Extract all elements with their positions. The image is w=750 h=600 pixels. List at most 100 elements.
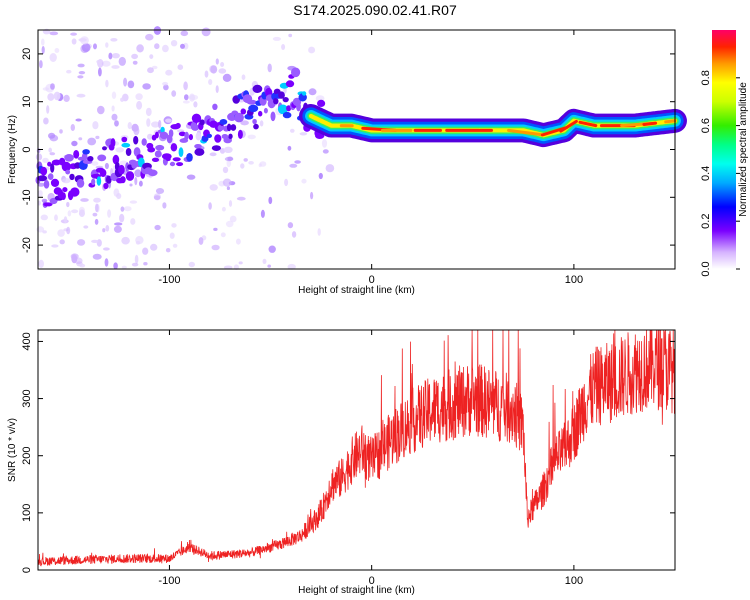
spectrogram-speckle (171, 90, 177, 97)
spectrogram-ridge-blob (263, 107, 268, 114)
spectrogram-band-core (559, 119, 578, 133)
spectrogram-speckle (308, 88, 317, 96)
spectrogram-speckle (132, 60, 138, 65)
spectrogram-speckle (281, 44, 286, 50)
spectrogram-speckle (123, 77, 128, 87)
spectrogram-speckle (248, 161, 254, 165)
spectrogram-band-core (664, 119, 677, 124)
spectrogram-speckle (67, 210, 72, 217)
spectrogram-speckle (283, 87, 287, 94)
spectrogram-speckle (113, 262, 118, 270)
snr-ytick-label: 200 (21, 447, 33, 465)
snr-xtick-label: 100 (565, 575, 583, 587)
spectrogram-speckle (57, 229, 65, 237)
spectrogram-speckle (38, 190, 43, 198)
colorbar-tick-label: 0.6 (700, 118, 712, 133)
spectrogram-ridge-blob (61, 161, 71, 172)
spectrogram-speckle (288, 33, 293, 38)
spectrogram-speckle (103, 247, 110, 251)
spectrogram-ridge-blob (291, 67, 301, 78)
spectrogram-speckle (210, 65, 218, 74)
spectrogram-speckle (223, 146, 233, 153)
spectrogram-ridge-blob (178, 147, 184, 158)
spectrogram-ridge-blob (277, 104, 288, 115)
spectrogram-ridge-blob (155, 144, 165, 151)
spectrogram-speckle (215, 85, 219, 93)
snr-xlabel: Height of straight line (km) (298, 585, 415, 596)
spectrogram-plot-area (38, 30, 675, 269)
colorbar-tick-label: 0.4 (700, 166, 712, 181)
spectrogram-ridge-blob (248, 104, 259, 113)
spectrogram-ridge-blob (219, 119, 228, 125)
spectrogram-ridge-blob (102, 146, 107, 151)
spectrogram-speckle (42, 157, 49, 163)
spectrogram-ridge-blob (176, 162, 184, 167)
spectrogram-speckle (325, 164, 335, 173)
spectrogram-ridge-blob (159, 131, 169, 140)
spectrogram-ytick-label: 0 (21, 146, 33, 152)
spectrogram-ridge-blob (64, 154, 74, 162)
spectrogram-ridge-blob (172, 157, 181, 162)
spectrogram-speckle (77, 239, 86, 246)
spectrogram-speckle (121, 236, 130, 245)
spectrogram-speckle (129, 200, 138, 204)
spectrogram-ridge-blob (70, 187, 80, 197)
spectrogram-speckle (165, 69, 173, 76)
spectrogram-speckle (294, 160, 301, 164)
spectrogram-ridge-blob (82, 149, 90, 155)
spectrogram-speckle (147, 67, 154, 74)
spectrogram-speckle (188, 261, 195, 268)
spectrogram-speckle (127, 122, 132, 130)
spectrogram-speckle (139, 180, 143, 187)
spectrogram-speckle (287, 263, 296, 270)
spectrogram-speckle (71, 140, 78, 147)
spectrogram-ridge-blob (212, 103, 218, 111)
spectrogram-speckle (321, 139, 328, 148)
spectrogram-speckle (186, 174, 196, 180)
spectrogram-speckle (290, 128, 295, 133)
spectrogram-ridge-blob (315, 133, 325, 140)
spectrogram-ridge-blob (191, 113, 202, 124)
spectrogram-ridge-blob (147, 169, 158, 177)
spectrogram-speckle (170, 40, 178, 47)
spectrogram-speckle (66, 69, 72, 74)
spectrogram-speckle (163, 84, 169, 91)
spectrogram-speckle (243, 158, 248, 162)
snr-ytick-label: 400 (21, 332, 33, 350)
spectrogram-ridge-blob (154, 150, 162, 158)
spectrogram-blobs (35, 26, 687, 271)
spectrogram-speckle (94, 218, 99, 225)
spectrogram-speckle (113, 225, 122, 233)
spectrogram-speckle (62, 178, 71, 184)
spectrogram-speckle (171, 223, 177, 228)
spectrogram-speckle (240, 120, 249, 126)
spectrogram-speckle (78, 137, 83, 141)
spectrogram-speckle (97, 105, 105, 115)
spectrogram-speckle (165, 248, 171, 253)
spectrogram-speckle (111, 113, 118, 121)
spectrogram-ridge-blob (73, 150, 80, 159)
spectrogram-speckle (111, 105, 115, 112)
spectrogram-ridge-blob (96, 176, 102, 186)
spectrogram-speckle (301, 178, 307, 184)
spectrogram-ridge-blob (237, 129, 243, 139)
spectrogram-ridge-blob (97, 154, 107, 162)
spectrogram-speckle (267, 63, 272, 73)
spectrogram-ridge-blob (170, 143, 178, 152)
spectrogram-speckle (267, 264, 272, 268)
spectrogram-speckle (142, 83, 151, 90)
spectrogram-ridge-blob (317, 99, 326, 107)
spectrogram-speckle (129, 183, 133, 187)
spectrogram-speckle (76, 93, 86, 98)
spectrogram-ridge-blob (234, 112, 244, 123)
spectrogram-speckle (94, 203, 99, 213)
spectrogram-speckle (87, 137, 97, 146)
spectrogram-speckle (287, 222, 294, 229)
spectrogram-speckle (92, 121, 99, 130)
spectrogram-speckle (63, 216, 68, 224)
spectrogram-speckle (236, 238, 241, 245)
spectrogram-speckle (43, 117, 49, 125)
figure-title: S174.2025.090.02.41.R07 (293, 2, 457, 18)
spectrogram-ridge-blob (51, 159, 62, 166)
